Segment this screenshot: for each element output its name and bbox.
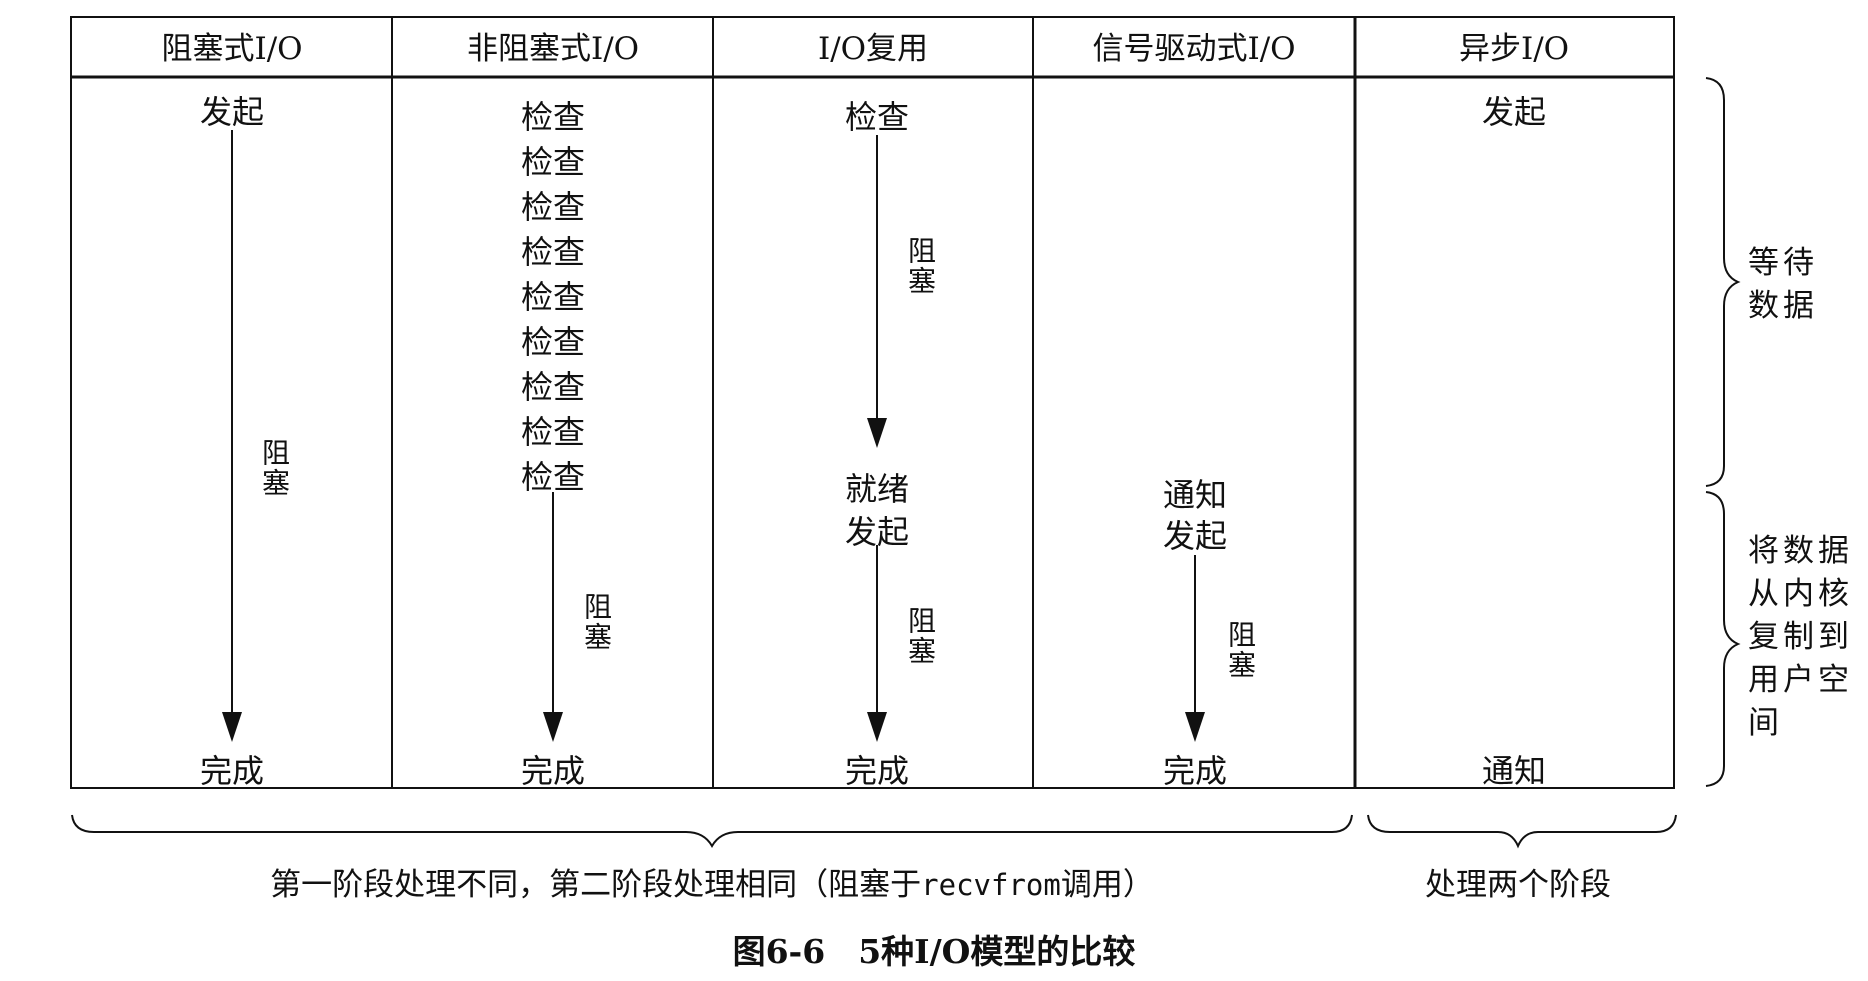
- nonblocking-check-label: 检查: [520, 278, 586, 316]
- brace-first-four: [71, 814, 1353, 849]
- multiplex-check-label: 检查: [844, 98, 910, 136]
- nonblocking-block-label: 阻塞: [580, 592, 613, 652]
- multiplex-block-copy-label: 阻塞: [904, 606, 937, 666]
- brace-wait-data: [1705, 77, 1741, 487]
- caption-prefix: 第一阶段处理不同，第二阶段处理相同（阻塞于: [270, 867, 922, 903]
- caption-code: recvfrom: [921, 868, 1061, 902]
- signal-end-label: 完成: [1162, 752, 1228, 790]
- async-start-label: 发起: [1481, 93, 1547, 131]
- async-notify-label: 通知: [1481, 752, 1547, 790]
- nonblocking-check-label: 检查: [520, 323, 586, 361]
- brace-async: [1367, 814, 1677, 849]
- side-label-wait-data: 等待数据: [1748, 245, 1818, 324]
- signal-arrowhead: [1185, 712, 1205, 742]
- multiplex-arrowhead-copy: [867, 712, 887, 742]
- nonblocking-end-label: 完成: [520, 752, 586, 790]
- table-border: [70, 16, 1675, 789]
- nonblocking-check-label: 检查: [520, 98, 586, 136]
- blocking-end-label: 完成: [199, 752, 265, 790]
- nonblocking-check-label: 检查: [520, 368, 586, 406]
- brace-copy-data: [1705, 491, 1741, 787]
- multiplex-arrowhead-wait: [867, 418, 887, 448]
- blocking-block-label: 阻塞: [258, 438, 291, 498]
- signal-notify-label: 通知: [1162, 476, 1228, 514]
- blocking-arrowhead: [222, 712, 242, 742]
- signal-start-label: 发起: [1162, 517, 1228, 555]
- caption-async-model: 处理两个阶段: [1425, 867, 1611, 903]
- nonblocking-check-label: 检查: [520, 188, 586, 226]
- side-label-copy-data: 将数据从内核复制到用户空间: [1748, 533, 1853, 741]
- nonblocking-check-label: 检查: [520, 143, 586, 181]
- multiplex-ready-label: 就绪: [844, 470, 910, 508]
- header-blocking-io: 阻塞式I/O: [161, 31, 303, 67]
- nonblocking-arrowhead: [543, 712, 563, 742]
- caption-first-four-models: 第一阶段处理不同，第二阶段处理相同（阻塞于recvfrom调用）: [270, 870, 1154, 901]
- header-nonblocking-io: 非阻塞式I/O: [466, 31, 640, 67]
- figure-caption: 图6-6 5种I/O模型的比较: [732, 932, 1136, 971]
- header-async-io: 异步I/O: [1458, 31, 1570, 67]
- nonblocking-check-label: 检查: [520, 458, 586, 496]
- header-signal-driven-io: 信号驱动式I/O: [1092, 31, 1296, 67]
- nonblocking-check-label: 检查: [520, 233, 586, 271]
- multiplex-start-label: 发起: [844, 513, 910, 551]
- header-io-multiplexing: I/O复用: [817, 31, 929, 67]
- blocking-start-label: 发起: [199, 93, 265, 131]
- multiplex-block-wait-label: 阻塞: [904, 236, 937, 296]
- signal-block-label: 阻塞: [1224, 620, 1257, 680]
- caption-suffix: 调用）: [1060, 867, 1154, 903]
- multiplex-end-label: 完成: [844, 752, 910, 790]
- nonblocking-check-label: 检查: [520, 413, 586, 451]
